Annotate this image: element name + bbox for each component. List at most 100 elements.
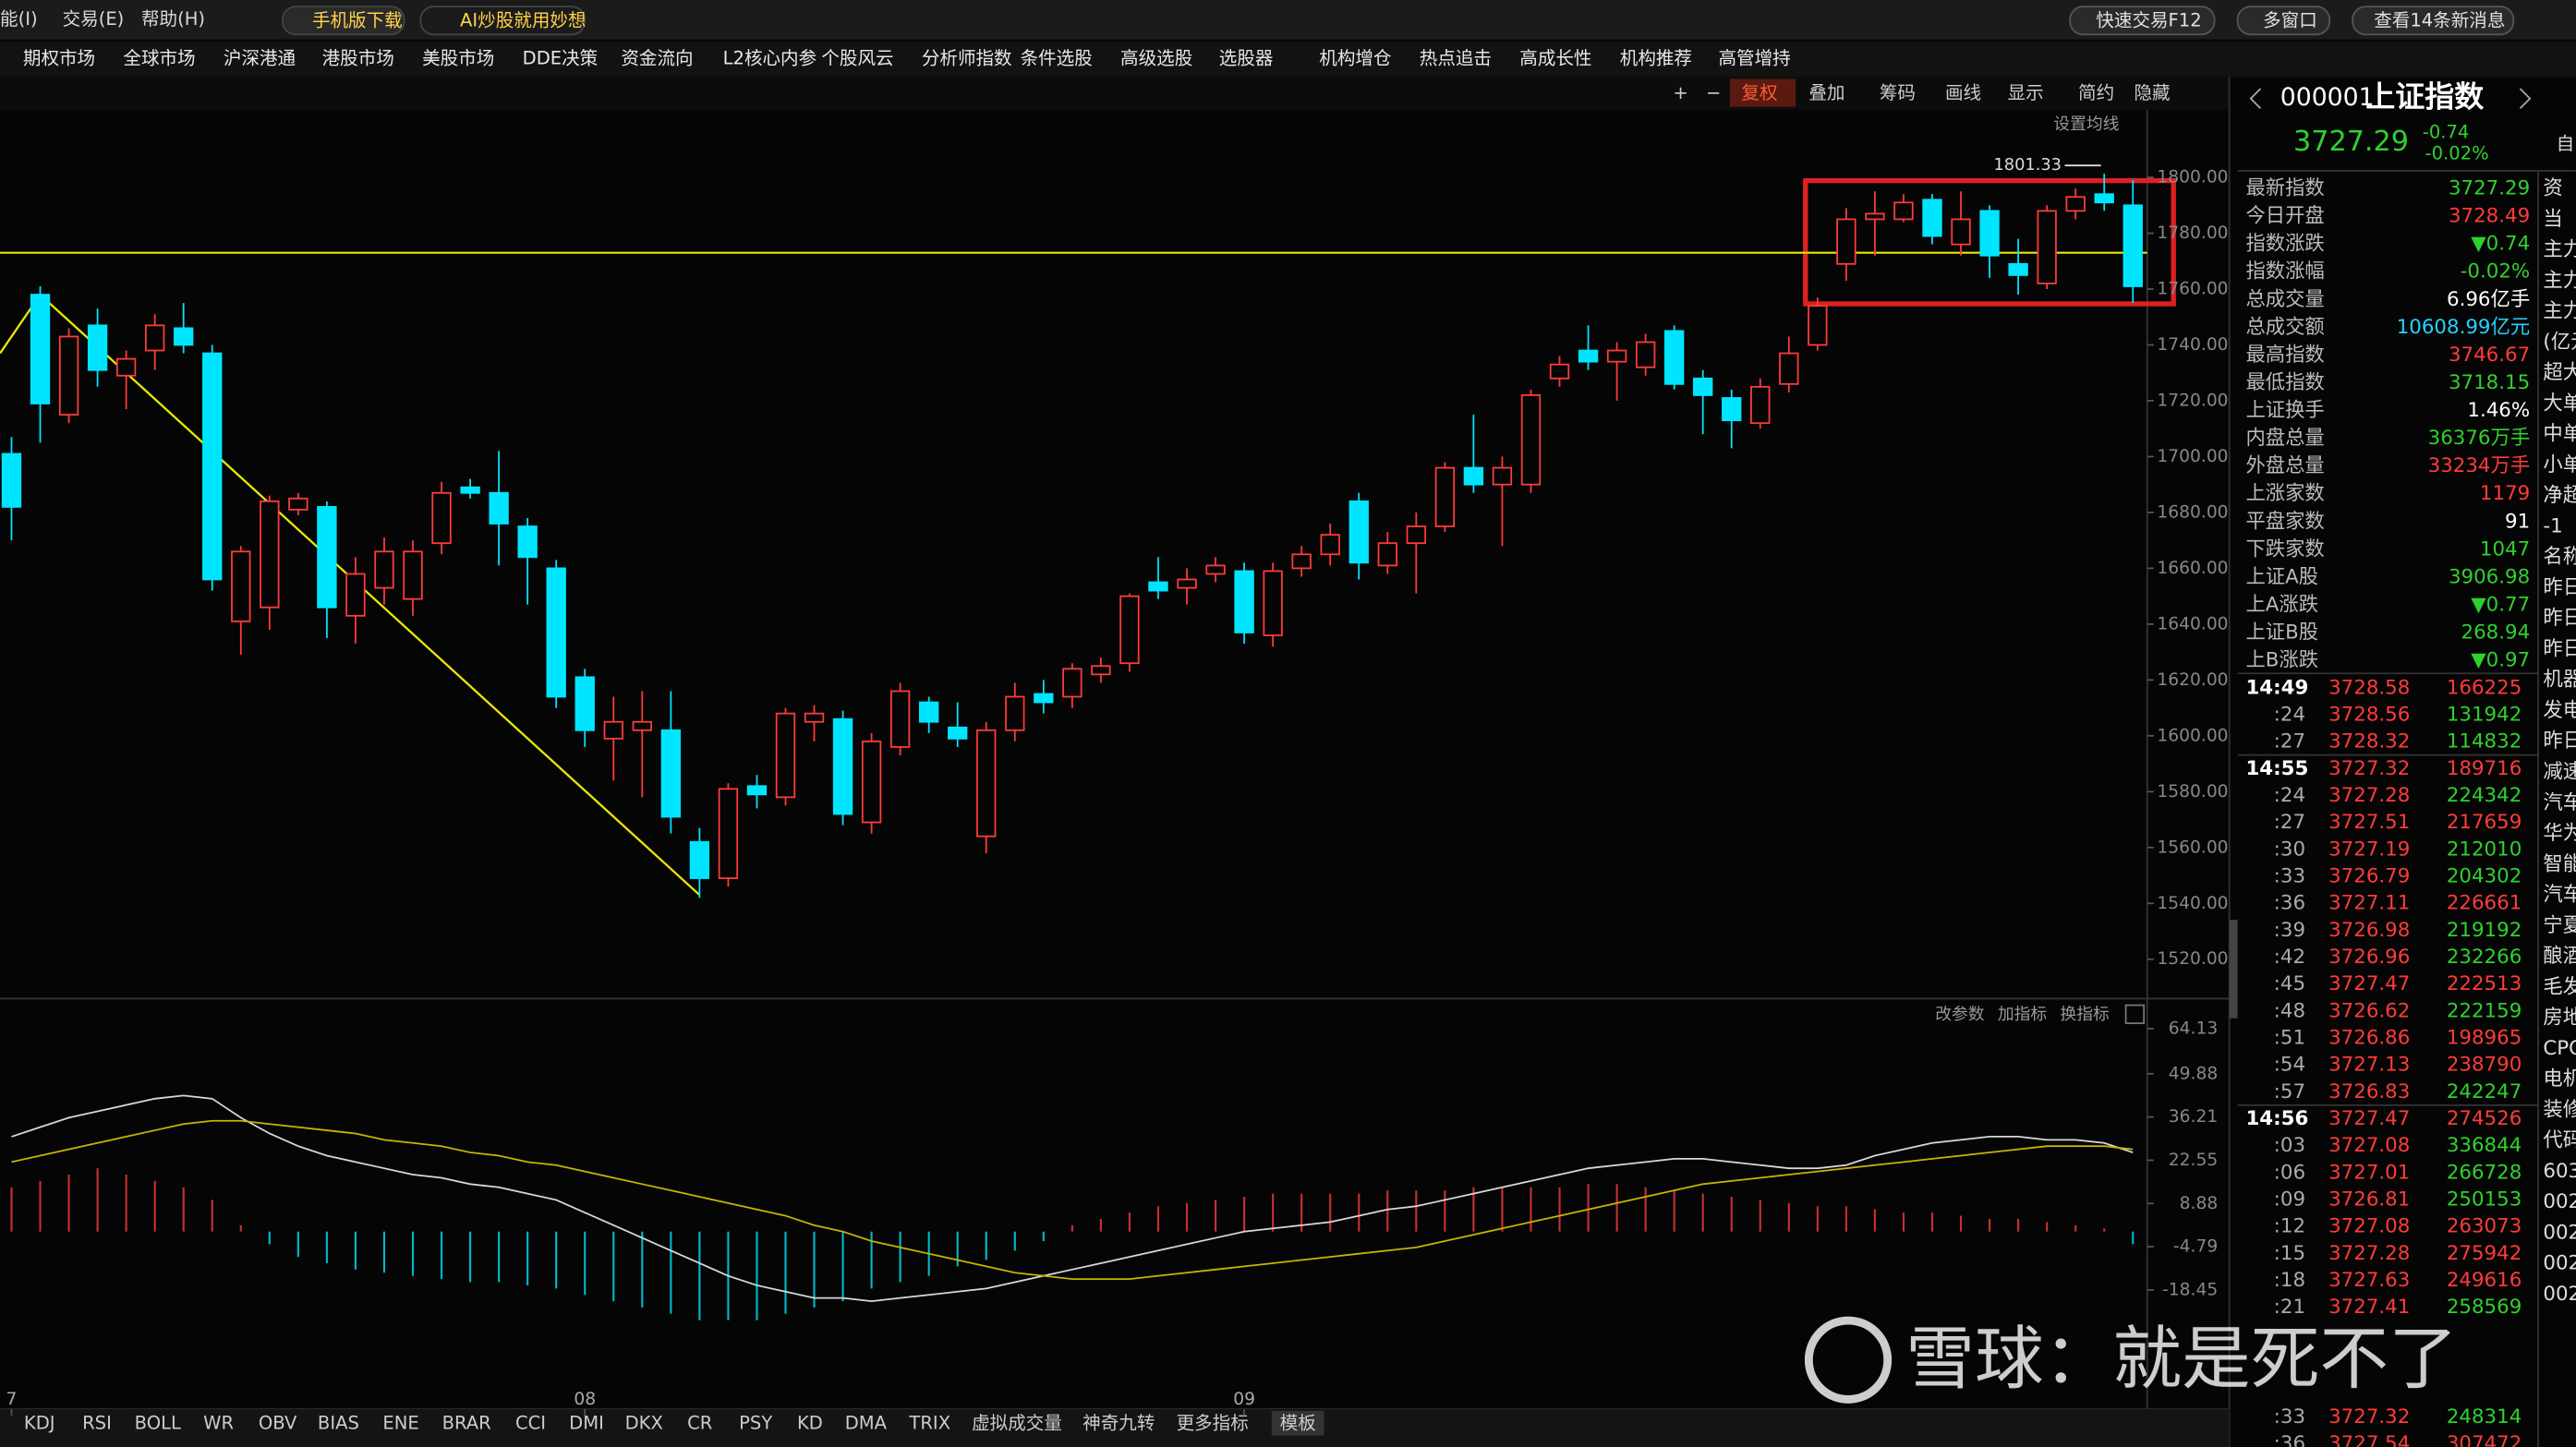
toolbar-item[interactable]: 复权 xyxy=(1741,82,1777,103)
side-label: 酿酒 xyxy=(2543,945,2576,968)
side-label: CPO xyxy=(2543,1037,2576,1060)
top-right-label[interactable]: 快速交易F12 xyxy=(2096,10,2201,31)
indicator-tab[interactable]: OBV xyxy=(259,1413,297,1434)
indicator-tab[interactable]: WR xyxy=(203,1413,234,1434)
indicator-tab[interactable]: PSY xyxy=(739,1413,772,1434)
indicator-action[interactable]: 改参数 xyxy=(1935,1005,1985,1024)
auto-button[interactable]: 自 xyxy=(2557,133,2575,154)
nav-item[interactable]: 机构推荐 xyxy=(1620,48,1692,69)
toolbar-item[interactable]: 简约 xyxy=(2078,82,2114,103)
nav-item[interactable]: DDE决策 xyxy=(523,48,599,69)
nav-item[interactable]: 全球市场 xyxy=(123,48,195,69)
indicator-action[interactable]: 换指标 xyxy=(2060,1005,2109,1024)
indicator-tab[interactable]: CR xyxy=(687,1413,713,1434)
top-right-button[interactable] xyxy=(2069,6,2216,36)
side-label: 当 xyxy=(2543,208,2562,231)
indicator-tab[interactable]: BRAR xyxy=(442,1413,492,1434)
menu-item[interactable]: 交易(E) xyxy=(63,8,125,30)
quote-label: 最新指数 xyxy=(2245,177,2324,200)
candle-body xyxy=(1119,595,1140,665)
quote-label: 上证B股 xyxy=(2245,621,2318,644)
quote-label: 最高指数 xyxy=(2245,344,2324,367)
menu-item[interactable]: 帮助(H) xyxy=(141,8,205,30)
nav-item[interactable]: 高管增持 xyxy=(1719,48,1791,69)
side-label: 昨日 xyxy=(2543,607,2576,630)
top-right-button[interactable] xyxy=(2236,6,2331,36)
toolbar-item[interactable]: 显示 xyxy=(2008,82,2044,103)
prev-arrow[interactable] xyxy=(2249,88,2262,110)
top-button-label[interactable]: 手机版下载 xyxy=(312,10,403,31)
top-right-label[interactable]: 查看14条新消息 xyxy=(2374,10,2505,31)
indicator-tab[interactable]: 神奇九转 xyxy=(1082,1413,1155,1434)
toolbar-item[interactable]: − xyxy=(1706,82,1721,103)
top-button[interactable] xyxy=(282,6,405,36)
nav-item[interactable]: 个股风云 xyxy=(821,48,893,69)
tick-volume: 131942 xyxy=(2447,703,2522,726)
quote-value: 91 xyxy=(2505,510,2530,533)
stock-change-pct: -0.02% xyxy=(2425,143,2489,164)
indicator-tab[interactable]: ENE xyxy=(382,1413,418,1434)
nav-item[interactable]: L2核心内参 xyxy=(723,48,817,69)
nav-item[interactable]: 高成长性 xyxy=(1519,48,1591,69)
nav-item[interactable]: 分析师指数 xyxy=(922,48,1012,69)
indicator-close[interactable] xyxy=(2124,1004,2146,1024)
indicator-tab[interactable]: 虚拟成交量 xyxy=(972,1413,1062,1434)
indicator-tab[interactable]: TRIX xyxy=(908,1413,950,1434)
toolbar-item[interactable]: 画线 xyxy=(1945,82,1981,103)
next-arrow[interactable] xyxy=(2519,88,2532,110)
nav-item[interactable]: 热点追击 xyxy=(1420,48,1492,69)
top-right-button[interactable] xyxy=(2352,6,2515,36)
ma-setting[interactable]: 设置均线 xyxy=(2053,115,2119,134)
nav-item[interactable]: 资金流向 xyxy=(621,48,693,69)
tab-bar xyxy=(0,1409,2230,1447)
toolbar-item[interactable]: 叠加 xyxy=(1808,82,1844,103)
nav-item[interactable]: 期权市场 xyxy=(23,48,95,69)
tick-time: :51 xyxy=(2274,1026,2305,1049)
indicator-tab[interactable]: DMA xyxy=(845,1413,888,1434)
nav-item[interactable]: 条件选股 xyxy=(1021,48,1093,69)
indicator-action[interactable]: 加指标 xyxy=(1998,1005,2047,1024)
toolbar-item[interactable]: 筹码 xyxy=(1880,82,1916,103)
nav-item[interactable]: 港股市场 xyxy=(322,48,394,69)
tick-volume: 204302 xyxy=(2447,864,2522,887)
side-label: 机器 xyxy=(2543,669,2576,692)
indicator-tab[interactable]: KD xyxy=(797,1413,823,1434)
nav-item[interactable]: 高级选股 xyxy=(1120,48,1192,69)
candle-body xyxy=(345,573,366,617)
indicator-tab[interactable]: 更多指标 xyxy=(1177,1413,1249,1434)
indicator-tab[interactable]: DMI xyxy=(569,1413,604,1434)
indicator-tab[interactable]: BOLL xyxy=(135,1413,181,1434)
top-right-label[interactable]: 多窗口 xyxy=(2263,10,2317,31)
tick-volume: 266728 xyxy=(2447,1161,2522,1184)
y-tick-label: 1600.00 xyxy=(2157,726,2228,745)
indicator-tab[interactable]: 模板 xyxy=(1280,1413,1316,1434)
tick-time: 14:55 xyxy=(2245,757,2308,780)
side-label: 中单 xyxy=(2543,423,2576,446)
y-tick-label: 1560.00 xyxy=(2157,838,2228,857)
nav-item[interactable]: 机构增仓 xyxy=(1319,48,1391,69)
tab-active[interactable] xyxy=(1271,1410,1324,1436)
nav-item[interactable]: 选股器 xyxy=(1219,48,1274,69)
nav-item[interactable]: 沪深港通 xyxy=(224,48,296,69)
indicator-tab[interactable]: BIAS xyxy=(318,1413,359,1434)
indicator-tab[interactable]: CCI xyxy=(515,1413,546,1434)
nav-item[interactable]: 美股市场 xyxy=(422,48,494,69)
toolbar-item[interactable]: + xyxy=(1673,82,1687,103)
indicator-tab[interactable]: KDJ xyxy=(24,1413,55,1434)
top-button[interactable] xyxy=(419,6,587,36)
tick-volume: 217659 xyxy=(2447,811,2522,834)
panel-handle[interactable] xyxy=(2229,920,2238,1019)
quote-value: 6.96亿手 xyxy=(2447,288,2530,311)
toolbar-item[interactable]: 隐藏 xyxy=(2135,82,2171,103)
side-label: 净超 xyxy=(2543,484,2576,507)
tick-time: :24 xyxy=(2274,784,2305,807)
indicator-tab[interactable]: RSI xyxy=(82,1413,112,1434)
top-button-label[interactable]: AI炒股就用妙想 xyxy=(460,10,586,31)
candle-body xyxy=(804,712,825,723)
toolbar-active[interactable] xyxy=(1729,78,1796,107)
menu-item[interactable]: 能(I) xyxy=(0,8,38,30)
tick-time: :27 xyxy=(2274,730,2305,754)
indicator-tab[interactable]: DKX xyxy=(625,1413,663,1434)
tick-price: 3726.79 xyxy=(2328,864,2410,887)
